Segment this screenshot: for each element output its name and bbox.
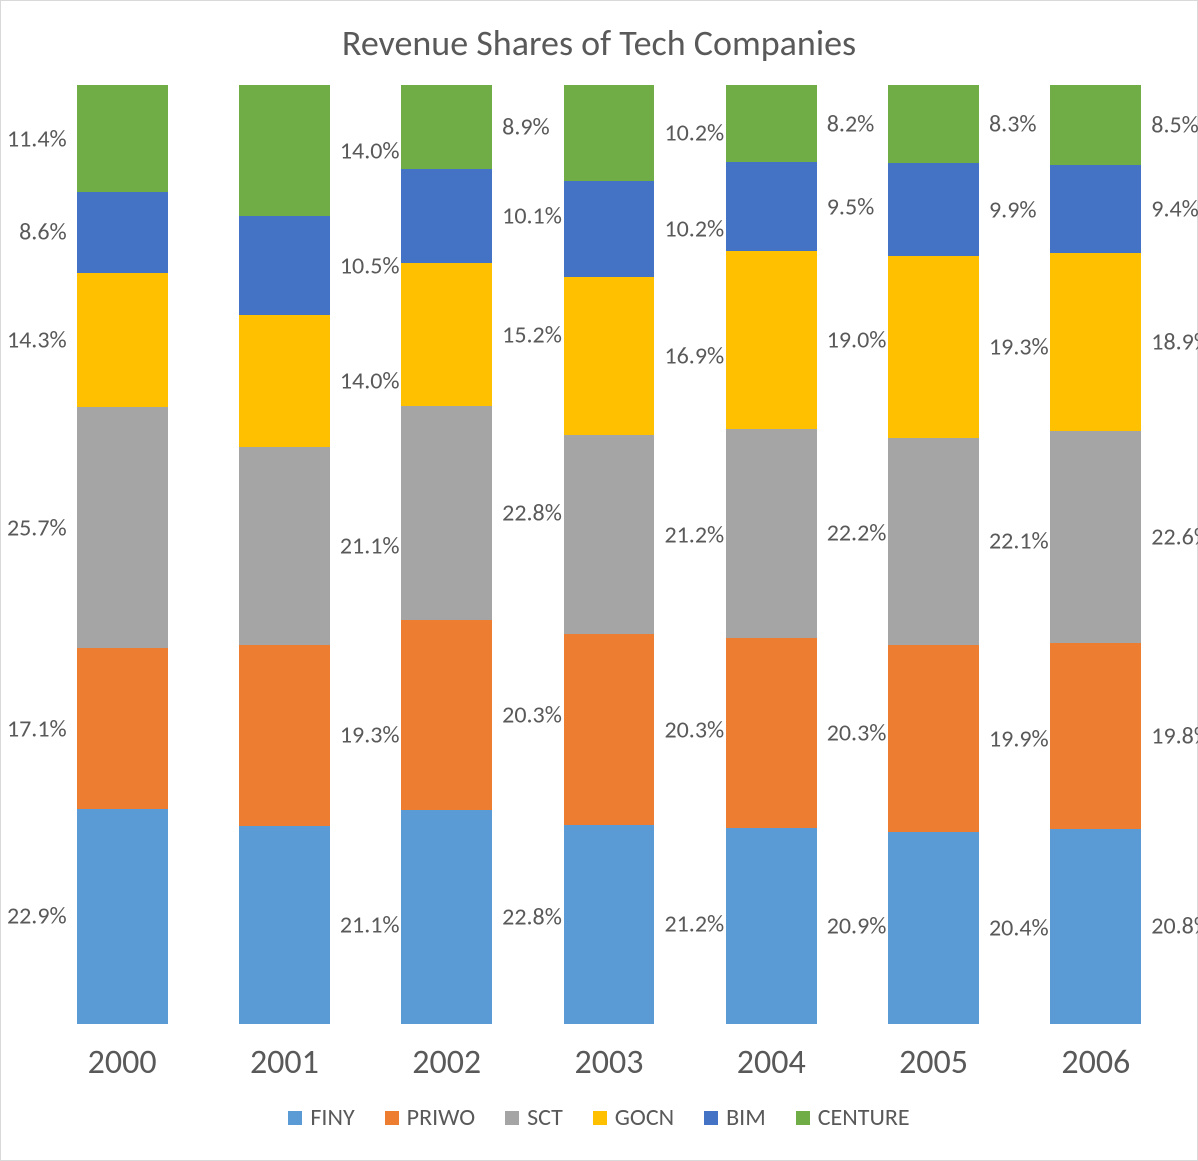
legend-swatch	[385, 1111, 399, 1125]
bar-2002: 22.8%20.3%22.8%15.2%10.1%8.9%	[401, 85, 492, 1024]
x-axis-tick: 2002	[366, 1024, 528, 1093]
segment-label: 18.9%	[1141, 327, 1198, 356]
chart-title: Revenue Shares of Tech Companies	[1, 1, 1197, 75]
segment-finy: 22.9%	[77, 809, 168, 1024]
segment-label: 25.7%	[7, 513, 77, 542]
segment-sct: 22.2%	[726, 429, 817, 637]
segment-finy: 20.8%	[1050, 829, 1141, 1024]
legend-item-centure: CENTURE	[796, 1103, 910, 1132]
legend-label: SCT	[527, 1103, 563, 1132]
segment-finy: 22.8%	[401, 810, 492, 1024]
x-axis: 2000200120022003200420052006	[21, 1024, 1177, 1093]
segment-sct: 22.6%	[1050, 431, 1141, 643]
segment-finy: 21.2%	[564, 825, 655, 1024]
segment-label: 11.4%	[7, 124, 77, 153]
legend-swatch	[796, 1111, 810, 1125]
x-axis-tick: 2006	[1015, 1024, 1177, 1093]
segment-priwo: 20.3%	[401, 620, 492, 810]
bar-2003: 21.2%20.3%21.2%16.9%10.2%10.2%	[564, 85, 655, 1024]
bar-2005: 20.4%19.9%22.1%19.3%9.9%8.3%	[888, 85, 979, 1024]
segment-sct: 22.8%	[401, 406, 492, 620]
bar-cell: 22.9%17.1%25.7%14.3%8.6%11.4%	[41, 85, 203, 1024]
x-axis-tick: 2003	[528, 1024, 690, 1093]
bar-cell: 22.8%20.3%22.8%15.2%10.1%8.9%	[366, 85, 528, 1024]
legend-swatch	[593, 1111, 607, 1125]
segment-centure: 14.0%	[239, 85, 330, 216]
bar-cell: 21.1%19.3%21.1%14.0%10.5%14.0%	[203, 85, 365, 1024]
bar-2001: 21.1%19.3%21.1%14.0%10.5%14.0%	[239, 85, 330, 1024]
chart-frame: Revenue Shares of Tech Companies 22.9%17…	[0, 0, 1198, 1161]
bar-2004: 20.9%20.3%22.2%19.0%9.5%8.2%	[726, 85, 817, 1024]
bar-2006: 20.8%19.8%22.6%18.9%9.4%8.5%	[1050, 85, 1141, 1024]
segment-gocn: 15.2%	[401, 263, 492, 406]
segment-centure: 8.9%	[401, 85, 492, 168]
segment-priwo: 17.1%	[77, 648, 168, 809]
bar-cell: 20.9%20.3%22.2%19.0%9.5%8.2%	[690, 85, 852, 1024]
segment-label: 20.8%	[1141, 912, 1198, 941]
segment-finy: 20.9%	[726, 828, 817, 1024]
segment-label: 22.9%	[7, 902, 77, 931]
segment-centure: 8.2%	[726, 85, 817, 162]
x-axis-tick: 2004	[690, 1024, 852, 1093]
segment-label: 19.8%	[1141, 721, 1198, 750]
legend-swatch	[288, 1111, 302, 1125]
bars-row: 22.9%17.1%25.7%14.3%8.6%11.4%21.1%19.3%2…	[41, 85, 1177, 1024]
segment-gocn: 18.9%	[1050, 253, 1141, 430]
segment-bim: 9.5%	[726, 162, 817, 251]
segment-priwo: 20.3%	[726, 638, 817, 828]
segment-centure: 10.2%	[564, 85, 655, 181]
legend-label: FINY	[310, 1103, 354, 1132]
segment-sct: 21.1%	[239, 447, 330, 645]
segment-finy: 21.1%	[239, 826, 330, 1024]
segment-sct: 25.7%	[77, 407, 168, 648]
segment-gocn: 16.9%	[564, 277, 655, 436]
segment-bim: 9.9%	[888, 163, 979, 256]
bar-cell: 20.4%19.9%22.1%19.3%9.9%8.3%	[852, 85, 1014, 1024]
segment-finy: 20.4%	[888, 832, 979, 1024]
bar-cell: 21.2%20.3%21.2%16.9%10.2%10.2%	[528, 85, 690, 1024]
legend-swatch	[505, 1111, 519, 1125]
segment-priwo: 19.8%	[1050, 643, 1141, 829]
segment-centure: 11.4%	[77, 85, 168, 192]
segment-gocn: 14.0%	[239, 315, 330, 446]
bar-2000: 22.9%17.1%25.7%14.3%8.6%11.4%	[77, 85, 168, 1024]
bar-cell: 20.8%19.8%22.6%18.9%9.4%8.5%	[1015, 85, 1177, 1024]
segment-centure: 8.5%	[1050, 85, 1141, 165]
segment-label: 17.1%	[7, 714, 77, 743]
legend-swatch	[704, 1111, 718, 1125]
x-axis-tick: 2000	[41, 1024, 203, 1093]
segment-bim: 10.5%	[239, 216, 330, 315]
legend-item-sct: SCT	[505, 1103, 563, 1132]
segment-bim: 10.2%	[564, 181, 655, 277]
legend-label: CENTURE	[818, 1103, 910, 1132]
legend-item-priwo: PRIWO	[385, 1103, 475, 1132]
x-axis-tick: 2001	[203, 1024, 365, 1093]
legend-label: GOCN	[615, 1103, 674, 1132]
segment-priwo: 20.3%	[564, 634, 655, 825]
segment-sct: 21.2%	[564, 435, 655, 634]
segment-label: 8.6%	[19, 218, 77, 247]
legend-item-finy: FINY	[288, 1103, 354, 1132]
segment-gocn: 14.3%	[77, 273, 168, 407]
legend-item-bim: BIM	[704, 1103, 766, 1132]
legend-item-gocn: GOCN	[593, 1103, 674, 1132]
segment-label: 22.6%	[1141, 522, 1198, 551]
segment-label: 8.5%	[1141, 110, 1198, 139]
segment-sct: 22.1%	[888, 438, 979, 646]
plot-area: 22.9%17.1%25.7%14.3%8.6%11.4%21.1%19.3%2…	[21, 85, 1177, 1024]
segment-centure: 8.3%	[888, 85, 979, 163]
segment-priwo: 19.9%	[888, 645, 979, 832]
segment-bim: 8.6%	[77, 192, 168, 273]
segment-gocn: 19.3%	[888, 256, 979, 437]
segment-priwo: 19.3%	[239, 645, 330, 826]
segment-label: 14.3%	[7, 325, 77, 354]
segment-bim: 10.1%	[401, 169, 492, 264]
x-axis-tick: 2005	[852, 1024, 1014, 1093]
segment-gocn: 19.0%	[726, 251, 817, 429]
legend: FINY PRIWO SCT GOCN BIM CENTURE	[1, 1093, 1197, 1160]
legend-label: BIM	[726, 1103, 766, 1132]
legend-label: PRIWO	[407, 1103, 475, 1132]
segment-label: 9.4%	[1141, 194, 1198, 223]
segment-bim: 9.4%	[1050, 165, 1141, 253]
